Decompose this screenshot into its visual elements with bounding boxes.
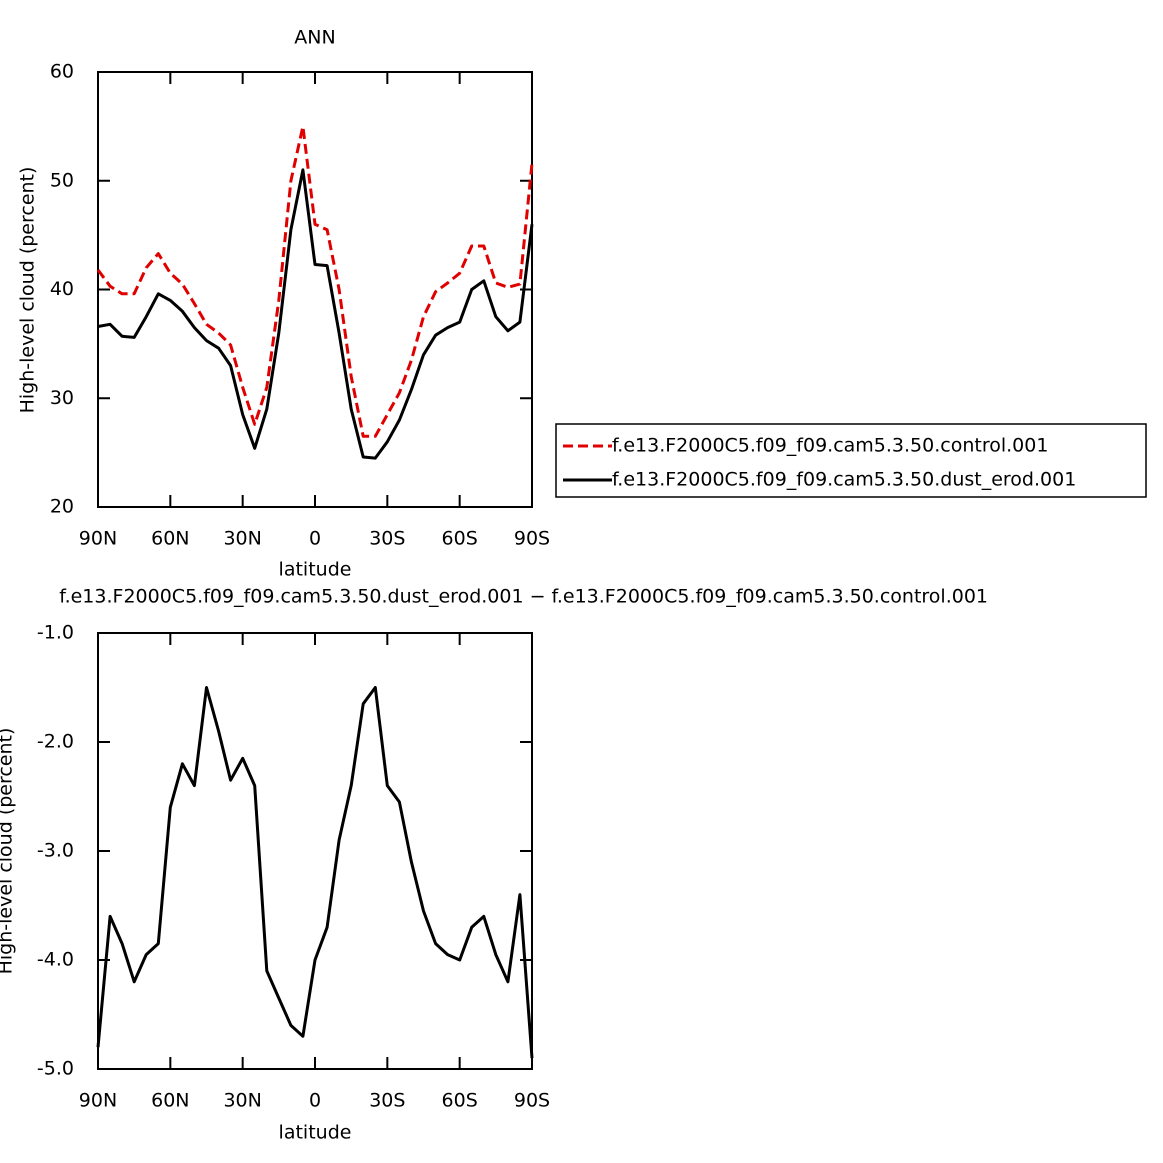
x-tick-label: 30N: [223, 1090, 261, 1112]
y-axis-label: High-level cloud (percent): [0, 728, 17, 975]
x-tick-label: 90N: [79, 528, 117, 550]
data-line: [97, 168, 534, 460]
legend-label: f.e13.F2000C5.f09_f09.cam5.3.50.dust_ero…: [612, 469, 1076, 491]
x-tick-label: 60S: [442, 1090, 478, 1112]
chart-title: f.e13.F2000C5.f09_f09.cam5.3.50.dust_ero…: [59, 586, 988, 608]
y-tick-label: -1.0: [37, 622, 74, 644]
y-axis-label: High-level cloud (percent): [17, 167, 39, 414]
chart-title: ANN: [294, 27, 335, 49]
x-tick-label: 30S: [369, 528, 405, 550]
x-tick-label: 0: [309, 528, 321, 550]
y-tick-label: 40: [50, 278, 74, 300]
y-tick-label: 50: [50, 169, 74, 191]
x-tick-label: 90S: [514, 1090, 550, 1112]
x-tick-label: 0: [309, 1090, 321, 1112]
x-axis-label: latitude: [279, 559, 352, 581]
plot-frame: [97, 71, 533, 508]
legend-label: f.e13.F2000C5.f09_f09.cam5.3.50.control.…: [612, 435, 1048, 457]
y-tick-label: 20: [50, 496, 74, 518]
plot-frame: [97, 632, 533, 1070]
y-tick-label: -4.0: [37, 949, 74, 971]
x-tick-label: 90S: [514, 528, 550, 550]
data-line: [96, 124, 534, 438]
x-tick-label: 60N: [151, 528, 189, 550]
y-tick-label: -2.0: [37, 731, 74, 753]
x-axis-label: latitude: [279, 1122, 352, 1144]
y-tick-label: 60: [50, 61, 74, 83]
data-line: [96, 686, 534, 1059]
x-tick-label: 60N: [151, 1090, 189, 1112]
x-tick-label: 60S: [442, 528, 478, 550]
x-tick-label: 30N: [223, 528, 261, 550]
y-tick-label: -3.0: [37, 840, 74, 862]
legend-box: [555, 423, 1147, 498]
y-tick-label: -5.0: [37, 1058, 74, 1080]
x-tick-label: 90N: [79, 1090, 117, 1112]
x-tick-label: 30S: [369, 1090, 405, 1112]
y-tick-label: 30: [50, 387, 74, 409]
